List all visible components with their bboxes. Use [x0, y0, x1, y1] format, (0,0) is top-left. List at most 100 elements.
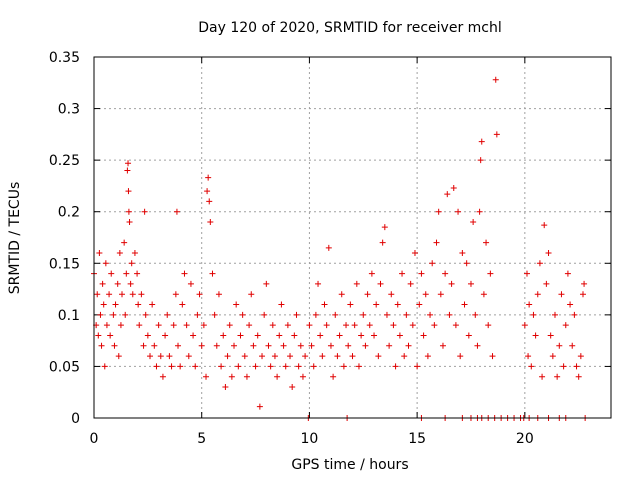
data-point — [209, 270, 216, 277]
data-point — [377, 280, 384, 287]
data-point — [123, 270, 130, 277]
data-point — [315, 280, 322, 287]
data-point — [134, 270, 141, 277]
data-point — [427, 311, 434, 318]
data-point — [534, 291, 541, 298]
plot-frame — [93, 56, 612, 419]
x-axis-label: GPS time / hours — [291, 457, 408, 473]
data-point — [179, 301, 186, 308]
data-point — [224, 353, 231, 360]
y-axis-label: SRMTID / TECUs — [7, 182, 23, 295]
data-point — [122, 311, 129, 318]
data-point — [95, 332, 102, 339]
data-point — [256, 403, 263, 410]
y-tick-label: 0.05 — [49, 359, 80, 375]
data-point — [274, 373, 281, 380]
data-point — [485, 322, 492, 329]
data-point — [280, 342, 287, 349]
data-point — [478, 138, 485, 145]
data-point — [297, 342, 304, 349]
data-point — [396, 332, 403, 339]
data-point — [96, 249, 103, 256]
data-point — [127, 280, 134, 287]
data-point — [379, 239, 386, 246]
data-point — [545, 249, 552, 256]
data-point — [343, 322, 350, 329]
data-point — [194, 311, 201, 318]
data-point — [560, 363, 567, 370]
data-point — [409, 322, 416, 329]
data-point — [492, 76, 499, 83]
data-point — [116, 249, 123, 256]
data-point — [562, 322, 569, 329]
data-point — [263, 280, 270, 287]
data-point — [528, 363, 535, 370]
data-point — [388, 291, 395, 298]
data-point — [108, 270, 115, 277]
data-point — [319, 353, 326, 360]
y-tick-label: 0.25 — [49, 153, 80, 169]
x-tick-label: 5 — [197, 431, 206, 447]
data-point — [310, 363, 317, 370]
data-point — [111, 342, 118, 349]
data-point — [136, 322, 143, 329]
data-point — [321, 301, 328, 308]
data-point — [327, 342, 334, 349]
data-point — [155, 322, 162, 329]
data-point — [129, 291, 136, 298]
data-point — [124, 167, 131, 174]
data-point — [302, 353, 309, 360]
data-point — [539, 373, 546, 380]
data-point — [164, 311, 171, 318]
data-point — [101, 363, 108, 370]
data-point — [405, 342, 412, 349]
data-point — [558, 291, 565, 298]
data-point — [554, 373, 561, 380]
data-point — [459, 249, 466, 256]
y-tick-label: 0.3 — [58, 102, 80, 118]
data-point — [168, 363, 175, 370]
data-point — [452, 322, 459, 329]
data-point — [575, 373, 582, 380]
y-tick-label: 0.1 — [58, 308, 80, 324]
data-point — [448, 280, 455, 287]
data-point — [338, 291, 345, 298]
data-point — [429, 260, 436, 267]
data-point — [455, 208, 462, 215]
data-point — [487, 270, 494, 277]
data-point — [243, 373, 250, 380]
data-point — [141, 208, 148, 215]
data-point — [166, 353, 173, 360]
data-point — [480, 291, 487, 298]
data-point — [334, 353, 341, 360]
data-point — [446, 311, 453, 318]
data-point — [284, 322, 291, 329]
data-point — [147, 353, 154, 360]
data-point — [411, 249, 418, 256]
data-point — [549, 353, 556, 360]
data-point — [226, 322, 233, 329]
x-tick-label: 10 — [301, 431, 319, 447]
data-point — [526, 301, 533, 308]
data-point — [345, 342, 352, 349]
data-point — [114, 280, 121, 287]
data-point — [102, 260, 109, 267]
data-point — [144, 332, 151, 339]
data-point — [437, 291, 444, 298]
data-point — [187, 280, 194, 287]
data-point — [115, 353, 122, 360]
data-point — [276, 332, 283, 339]
data-point — [407, 280, 414, 287]
data-point — [420, 332, 427, 339]
data-point — [177, 363, 184, 370]
data-point — [399, 270, 406, 277]
data-point — [128, 260, 135, 267]
data-point — [444, 191, 451, 198]
data-point — [99, 280, 106, 287]
data-point — [157, 353, 164, 360]
data-point — [190, 332, 197, 339]
data-point — [173, 208, 180, 215]
data-point — [530, 311, 537, 318]
grid-layer — [94, 57, 611, 418]
data-point — [375, 353, 382, 360]
